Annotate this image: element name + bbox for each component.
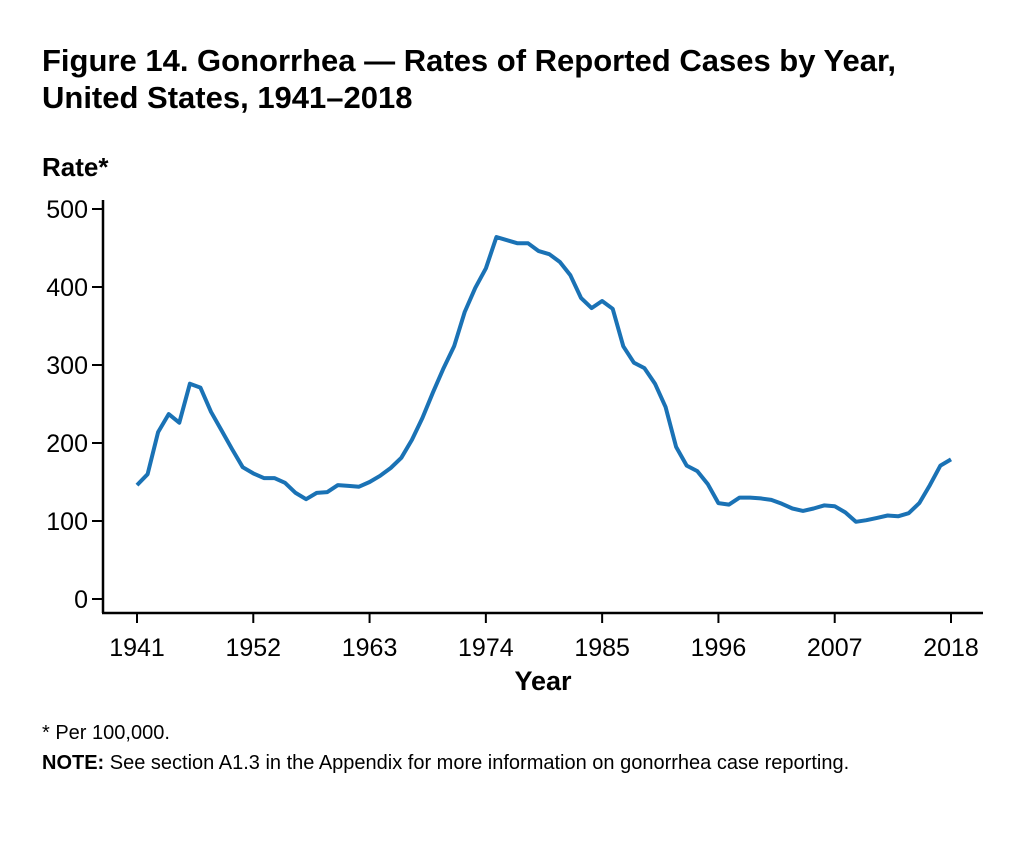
note-text: See section A1.3 in the Appendix for mor… — [104, 752, 850, 774]
footnote-per: * Per 100,000. — [42, 722, 170, 744]
y-tick-label: 200 — [46, 430, 88, 458]
x-tick-label: 1963 — [342, 634, 398, 662]
y-tick-label: 0 — [74, 586, 88, 614]
x-tick-label: 1941 — [109, 634, 165, 662]
y-tick-label: 400 — [46, 274, 88, 302]
x-tick-label: 1974 — [458, 634, 514, 662]
y-axis-label: Rate* — [42, 152, 109, 182]
ticks: 0 100 200 300 400 500 1941 1952 1963 1974 1985 1996… — [46, 196, 979, 662]
axes — [101, 200, 983, 615]
x-axis-label: Year — [514, 666, 572, 696]
y-tick-label: 500 — [46, 196, 88, 224]
x-tick-label: 1952 — [225, 634, 281, 662]
y-tick-label: 300 — [46, 352, 88, 380]
chart-title: Figure 14. Gonorrhea — Rates of Reported… — [42, 43, 896, 115]
series — [135, 235, 953, 524]
note-label: NOTE: — [42, 752, 105, 774]
x-tick-label: 1996 — [691, 634, 747, 662]
x-tick-label: 2018 — [923, 634, 979, 662]
y-tick-label: 100 — [46, 508, 88, 536]
footnote-note: NOTE: See section A1.3 in the Appendix f… — [42, 748, 942, 778]
x-tick-label: 1985 — [574, 634, 630, 662]
x-tick-label: 2007 — [807, 634, 863, 662]
series-line — [135, 235, 953, 524]
